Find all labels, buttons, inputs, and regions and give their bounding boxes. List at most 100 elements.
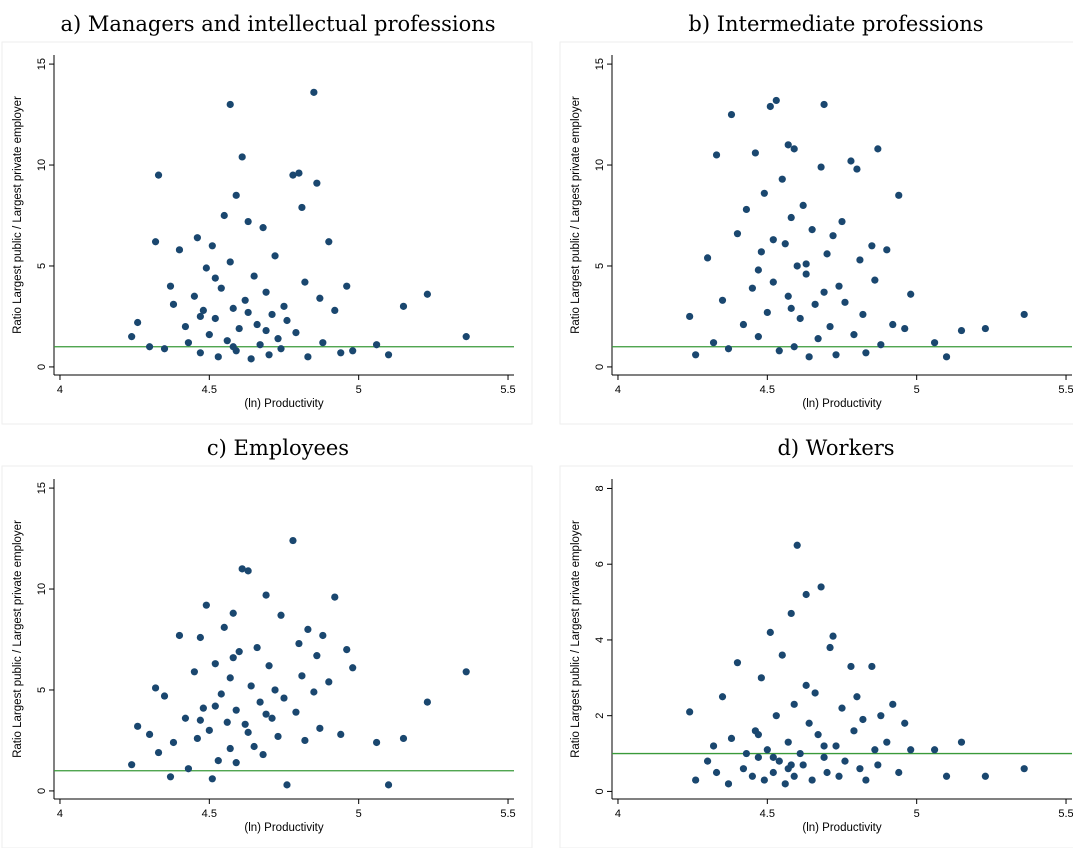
point <box>280 302 288 310</box>
point <box>930 339 939 347</box>
point <box>868 662 876 671</box>
point <box>262 326 270 335</box>
point <box>778 175 786 183</box>
point <box>217 690 225 698</box>
point <box>343 282 351 290</box>
point <box>151 238 160 246</box>
point <box>283 781 291 789</box>
point <box>271 252 279 260</box>
point <box>850 331 858 339</box>
y-tick-label: 0 <box>594 788 606 794</box>
point <box>907 746 915 754</box>
point <box>790 772 798 780</box>
point <box>727 734 736 743</box>
point <box>262 591 270 599</box>
point <box>190 668 198 676</box>
point <box>835 772 843 780</box>
point <box>226 258 234 266</box>
point <box>862 349 870 357</box>
point <box>384 781 393 789</box>
point <box>703 254 712 262</box>
point <box>295 639 303 648</box>
point <box>211 274 219 282</box>
point <box>787 761 795 769</box>
point <box>826 322 834 331</box>
point <box>733 659 742 667</box>
point <box>790 145 798 153</box>
point <box>796 749 804 758</box>
point <box>874 761 882 769</box>
point <box>778 651 786 659</box>
point <box>244 567 252 575</box>
point <box>372 738 381 747</box>
point <box>847 662 855 671</box>
point <box>325 678 333 686</box>
point <box>889 700 897 708</box>
point <box>712 768 721 777</box>
y-tick-label: 15 <box>36 482 48 494</box>
point <box>847 157 855 165</box>
point <box>226 100 234 109</box>
point <box>220 211 228 220</box>
point <box>238 153 246 161</box>
point <box>727 110 736 119</box>
point <box>862 776 870 784</box>
panel-frame <box>559 465 1073 848</box>
point <box>423 698 431 706</box>
point <box>256 698 264 706</box>
point <box>802 681 810 689</box>
point <box>841 298 849 306</box>
point <box>205 726 213 734</box>
point <box>895 191 903 199</box>
point <box>223 337 231 345</box>
point <box>793 262 801 270</box>
point <box>384 351 393 359</box>
point <box>372 341 381 349</box>
panel: c) Employees 0 5 10 15 4 4.5 5 5.5 (ln) Productiv… <box>1 436 533 848</box>
point <box>769 753 777 761</box>
point <box>226 674 234 682</box>
point <box>859 715 867 724</box>
point <box>134 318 142 327</box>
point <box>739 765 748 773</box>
y-tick-label: 4 <box>594 637 606 643</box>
y-tick-label: 2 <box>594 713 606 719</box>
point <box>703 757 712 765</box>
point <box>784 738 792 746</box>
point <box>1020 765 1028 773</box>
y-tick-label: 10 <box>36 583 48 595</box>
x-tick-label: 4 <box>57 808 63 820</box>
point <box>889 320 897 329</box>
point <box>850 727 858 735</box>
point <box>199 704 207 712</box>
y-tick-label: 6 <box>594 561 606 567</box>
point <box>220 623 228 631</box>
point <box>942 353 951 361</box>
point <box>820 288 828 296</box>
point <box>781 240 789 248</box>
y-axis-label: Ratio Largest public / Largest private e… <box>570 96 582 334</box>
point <box>742 749 751 758</box>
point <box>712 151 721 159</box>
point <box>331 306 339 314</box>
point <box>757 248 765 256</box>
panel-title: c) Employees <box>207 436 349 460</box>
point <box>250 742 258 751</box>
y-tick-label: 0 <box>594 364 606 370</box>
point <box>766 102 774 111</box>
point <box>399 734 408 743</box>
point <box>754 333 762 341</box>
point <box>196 312 204 321</box>
point <box>817 583 825 591</box>
point <box>184 765 193 773</box>
point <box>790 343 798 351</box>
x-tick-label: 4 <box>57 384 63 396</box>
point <box>787 213 795 222</box>
point <box>981 772 989 780</box>
y-tick-label: 5 <box>36 687 48 693</box>
point <box>856 765 864 773</box>
point <box>787 609 795 618</box>
point <box>211 660 219 668</box>
point <box>805 353 813 361</box>
